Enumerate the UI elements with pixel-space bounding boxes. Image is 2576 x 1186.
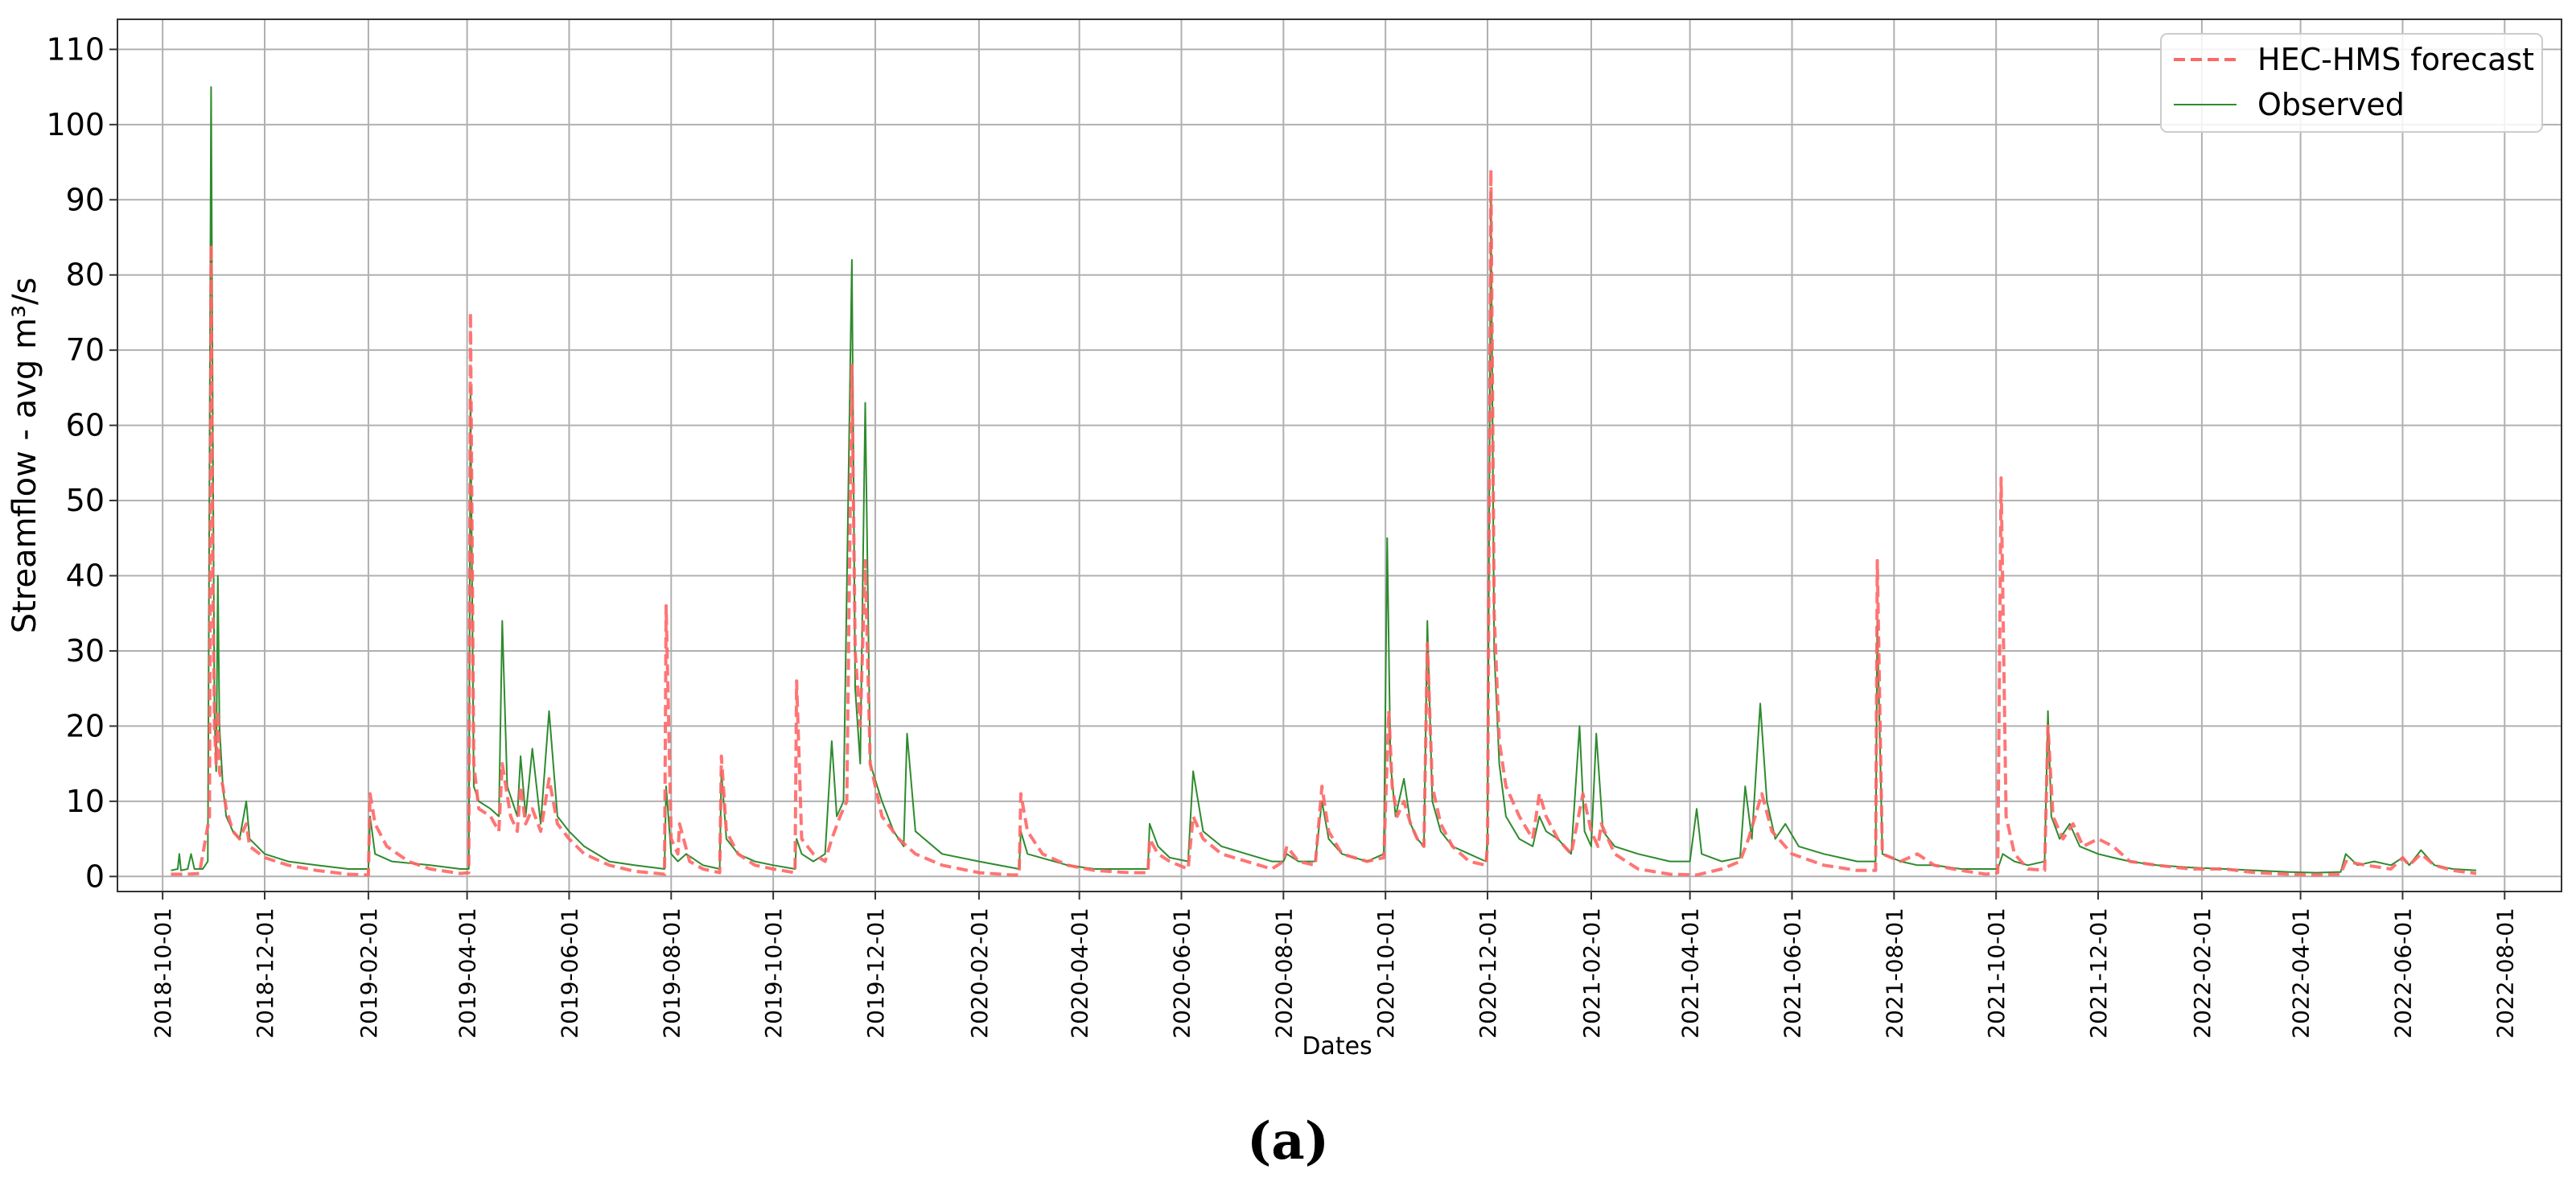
x-tick-label: 2021-02-01 xyxy=(1578,908,1605,1039)
x-tick-label: 2021-08-01 xyxy=(1881,908,1907,1039)
x-tick-label: 2022-08-01 xyxy=(2492,908,2518,1039)
figure-caption: (a) xyxy=(1247,1111,1329,1172)
y-tick-label: 0 xyxy=(85,859,105,894)
x-tick-label: 2020-12-01 xyxy=(1475,908,1501,1039)
y-axis: 0 10 20 30 40 50 60 70 80 90 100 110 xyxy=(46,31,117,894)
x-axis: 2018-10-01 2018-12-01 2019-02-01 2019-04-01… xyxy=(150,892,2518,1039)
plot-frame xyxy=(117,19,2562,892)
x-tick-label: 2021-12-01 xyxy=(2085,908,2112,1039)
x-tick-label: 2019-06-01 xyxy=(556,908,582,1039)
x-tick-label: 2019-08-01 xyxy=(658,908,685,1039)
x-tick-label: 2022-06-01 xyxy=(2389,908,2416,1039)
y-tick-label: 10 xyxy=(66,784,105,819)
x-tick-label: 2021-06-01 xyxy=(1779,908,1805,1039)
series-observed-line xyxy=(171,86,2477,874)
x-tick-label: 2019-12-01 xyxy=(862,908,889,1039)
x-tick-label: 2022-04-01 xyxy=(2288,908,2315,1039)
legend-box xyxy=(2160,33,2543,133)
legend: HEC-HMS forecast Observed xyxy=(2160,33,2543,133)
x-tick-label: 2020-02-01 xyxy=(966,908,993,1039)
y-tick-label: 20 xyxy=(66,708,105,743)
y-tick-label: 110 xyxy=(46,31,105,67)
x-tick-label: 2020-08-01 xyxy=(1270,908,1297,1039)
legend-label-forecast: HEC-HMS forecast xyxy=(2257,42,2534,77)
y-tick-label: 90 xyxy=(66,182,105,217)
y-tick-label: 60 xyxy=(66,408,105,443)
x-tick-label: 2022-02-01 xyxy=(2189,908,2216,1039)
x-tick-label: 2020-06-01 xyxy=(1168,908,1195,1039)
x-tick-label: 2020-10-01 xyxy=(1372,908,1399,1039)
y-tick-label: 70 xyxy=(66,332,105,368)
x-tick-label: 2021-04-01 xyxy=(1677,908,1704,1039)
x-tick-label: 2019-10-01 xyxy=(760,908,787,1039)
y-tick-label: 50 xyxy=(66,483,105,518)
x-tick-label: 2019-02-01 xyxy=(356,908,382,1039)
x-tick-label: 2021-10-01 xyxy=(1983,908,2010,1039)
y-tick-label: 100 xyxy=(46,107,105,142)
y-tick-label: 30 xyxy=(66,633,105,669)
x-tick-label: 2018-10-01 xyxy=(150,908,176,1039)
x-tick-label: 2019-04-01 xyxy=(455,908,481,1039)
grid xyxy=(117,19,2562,892)
x-axis-label: Dates xyxy=(1302,1032,1372,1060)
series-lines xyxy=(171,86,2477,877)
x-tick-label: 2018-12-01 xyxy=(252,908,278,1039)
y-tick-label: 80 xyxy=(66,257,105,293)
y-axis-label: Streamflow - avg m³/s xyxy=(6,278,43,634)
series-forecast-line xyxy=(171,167,2477,877)
y-tick-label: 40 xyxy=(66,558,105,594)
legend-label-observed: Observed xyxy=(2257,87,2405,122)
x-tick-label: 2020-04-01 xyxy=(1067,908,1093,1039)
